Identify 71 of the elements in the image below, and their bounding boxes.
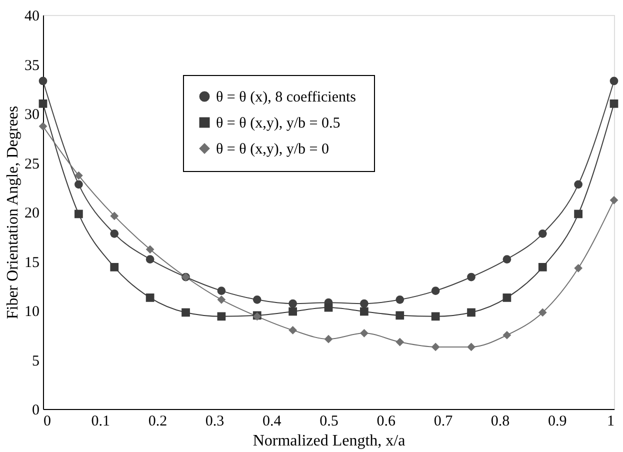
point <box>252 295 262 304</box>
point <box>431 286 440 295</box>
point <box>288 307 297 316</box>
point <box>288 326 297 334</box>
point <box>502 294 512 302</box>
x-tick-label: 0 <box>44 414 51 430</box>
y-tick-label: 35 <box>24 58 40 74</box>
point <box>360 299 368 308</box>
point <box>538 229 547 238</box>
x-tick-label: 0.1 <box>91 414 110 430</box>
point <box>502 255 512 264</box>
point <box>574 264 582 272</box>
y-axis-title: Fiber Orientation Angle, Degrees <box>4 106 22 320</box>
point <box>110 229 119 238</box>
point <box>574 180 582 189</box>
x-tick-label: 0.2 <box>148 414 168 430</box>
x-tick-label: 0.3 <box>205 414 224 430</box>
point <box>74 210 83 218</box>
point <box>610 196 618 204</box>
point <box>217 295 226 304</box>
point <box>467 308 476 317</box>
y-tick-label: 25 <box>24 156 40 172</box>
x-tick-label: 1 <box>607 414 614 430</box>
point <box>38 99 48 108</box>
point <box>467 342 476 352</box>
point <box>146 255 154 264</box>
x-tick-label: 0.5 <box>320 414 338 430</box>
point <box>396 311 404 320</box>
point <box>610 99 618 108</box>
point <box>431 312 440 321</box>
point <box>538 308 547 317</box>
y-tick-label: 0 <box>32 402 40 418</box>
point <box>110 262 119 272</box>
point <box>431 342 440 352</box>
x-tick-label: 0.7 <box>434 414 454 430</box>
point <box>182 308 190 317</box>
point <box>110 212 119 220</box>
y-tick-label: 30 <box>24 107 40 123</box>
point <box>324 334 333 344</box>
y-tick-label: 40 <box>24 8 40 24</box>
y-tick-label: 10 <box>24 304 40 320</box>
point <box>324 303 333 312</box>
point <box>38 76 48 86</box>
x-tick-label: 0.9 <box>548 414 567 430</box>
point <box>360 307 368 316</box>
y-tick-label: 20 <box>24 206 40 222</box>
point <box>502 330 512 340</box>
x-axis-title: Normalized Length, x/a <box>252 432 406 450</box>
point <box>74 180 83 189</box>
point <box>538 262 547 272</box>
point <box>217 312 226 321</box>
point <box>360 328 368 338</box>
y-tick-label: 15 <box>24 254 40 271</box>
point <box>610 76 618 86</box>
point <box>574 210 582 218</box>
point <box>396 295 404 304</box>
legend-label: θ = θ (x), 8 coefficients <box>216 90 356 106</box>
legend-label: θ = θ (x,y), y/b = 0.5 <box>216 116 340 132</box>
x-tick-label: 0.6 <box>376 414 396 430</box>
point <box>38 122 48 130</box>
point <box>467 272 476 282</box>
point <box>288 299 297 308</box>
point <box>146 245 154 254</box>
x-tick-label: 0.4 <box>262 414 282 430</box>
point <box>217 286 226 295</box>
y-tick-label: 5 <box>32 353 40 370</box>
point <box>146 294 154 302</box>
x-tick-label: 0.8 <box>490 414 510 430</box>
point <box>74 171 83 180</box>
point <box>396 338 404 346</box>
legend-label: θ = θ (x,y), y/b = 0 <box>216 142 329 158</box>
